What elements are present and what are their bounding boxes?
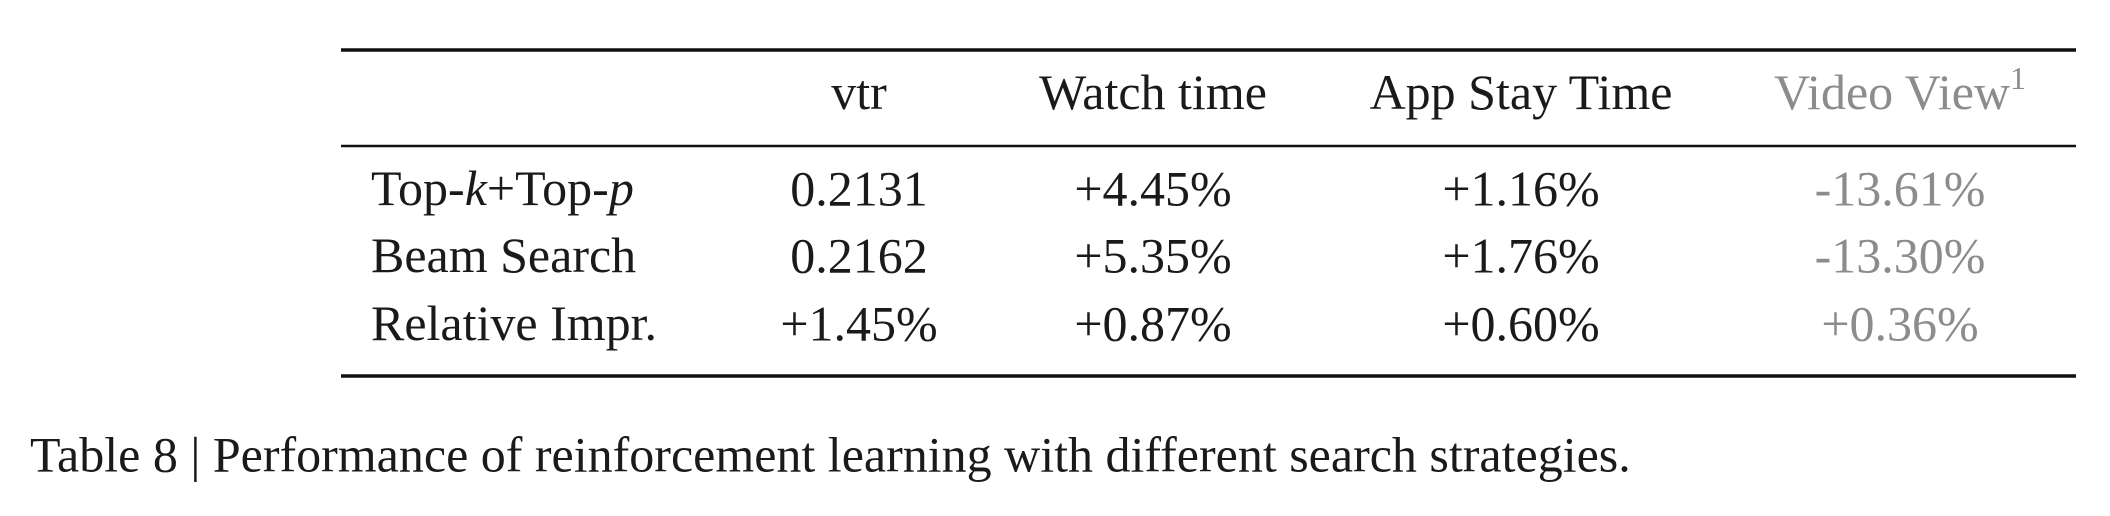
caption: Table 8 | Performance of reinforcement l… — [30, 426, 1631, 482]
column-header-text: Video View — [1774, 64, 2010, 120]
row-label-part: Beam Search — [371, 227, 636, 283]
column-header-text: App Stay Time — [1370, 64, 1673, 120]
cell: +5.35% — [1074, 227, 1231, 283]
cell: +1.76% — [1442, 227, 1599, 283]
row-label-part: +Top- — [487, 160, 609, 216]
row-label: Beam Search — [371, 227, 636, 283]
row-label: Relative Impr. — [371, 295, 657, 351]
cell: +1.45% — [780, 295, 937, 351]
column-header-text: vtr — [831, 64, 887, 120]
column-header: App Stay Time — [1370, 64, 1673, 120]
column-header: vtr — [831, 64, 887, 120]
cell: -13.61% — [1815, 160, 1986, 216]
footnote-mark: 1 — [2010, 60, 2026, 96]
cell: +0.87% — [1074, 295, 1231, 351]
row-label-part: k — [465, 160, 488, 216]
cell: +1.16% — [1442, 160, 1599, 216]
cell: +0.36% — [1821, 295, 1978, 351]
column-header: Video View1 — [1774, 60, 2026, 120]
row-label: Top-k+Top-p — [371, 160, 634, 216]
cell: +0.60% — [1442, 295, 1599, 351]
row-label-part: Top- — [371, 160, 465, 216]
row-label-part: p — [606, 160, 634, 216]
column-header-text: Watch time — [1039, 64, 1267, 120]
cell: -13.30% — [1815, 227, 1986, 283]
cell: 0.2162 — [790, 227, 928, 283]
cell: 0.2131 — [790, 160, 928, 216]
column-header: Watch time — [1039, 64, 1267, 120]
cell: +4.45% — [1074, 160, 1231, 216]
row-label-part: Relative Impr. — [371, 295, 657, 351]
